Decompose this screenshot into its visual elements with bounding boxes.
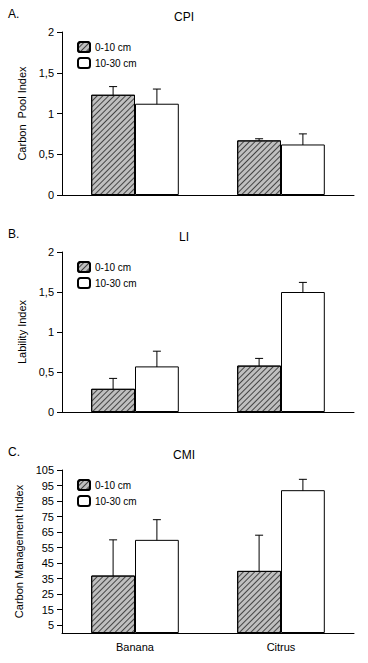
svg-text:75: 75: [42, 511, 54, 523]
svg-text:5: 5: [48, 619, 54, 631]
svg-text:Carbon Management Index: Carbon Management Index: [13, 484, 25, 618]
svg-text:35: 35: [42, 573, 54, 585]
svg-text:10-30 cm: 10-30 cm: [95, 278, 137, 289]
svg-text:2: 2: [48, 246, 54, 258]
svg-text:Carbon Pool Index: Carbon Pool Index: [16, 66, 28, 161]
svg-text:2: 2: [48, 26, 54, 38]
svg-text:25: 25: [42, 588, 54, 600]
svg-text:0,5: 0,5: [39, 148, 54, 160]
svg-text:B.: B.: [8, 227, 19, 241]
svg-text:0: 0: [48, 406, 54, 418]
svg-text:45: 45: [42, 557, 54, 569]
svg-text:1: 1: [48, 108, 54, 120]
svg-text:Lability Index: Lability Index: [16, 299, 28, 364]
svg-text:0-10 cm: 0-10 cm: [95, 262, 131, 273]
svg-text:1: 1: [48, 326, 54, 338]
svg-text:95: 95: [42, 480, 54, 492]
svg-text:10-30 cm: 10-30 cm: [95, 58, 137, 69]
svg-text:1,5: 1,5: [39, 67, 54, 79]
svg-text:10-30 cm: 10-30 cm: [95, 496, 137, 507]
svg-text:105: 105: [36, 464, 54, 476]
svg-text:15: 15: [42, 604, 54, 616]
svg-text:55: 55: [42, 542, 54, 554]
svg-text:C.: C.: [8, 445, 20, 459]
svg-text:0-10 cm: 0-10 cm: [95, 480, 131, 491]
svg-text:CMI: CMI: [173, 448, 195, 462]
svg-text:Banana: Banana: [116, 641, 155, 653]
svg-text:0-10 cm: 0-10 cm: [95, 42, 131, 53]
svg-text:85: 85: [42, 495, 54, 507]
svg-text:1,5: 1,5: [39, 286, 54, 298]
svg-text:LI: LI: [179, 230, 189, 244]
svg-text:CPI: CPI: [174, 10, 194, 24]
svg-text:0: 0: [48, 189, 54, 201]
svg-text:A.: A.: [8, 7, 19, 21]
svg-text:0,5: 0,5: [39, 366, 54, 378]
svg-text:Citrus: Citrus: [267, 641, 296, 653]
svg-text:65: 65: [42, 526, 54, 538]
